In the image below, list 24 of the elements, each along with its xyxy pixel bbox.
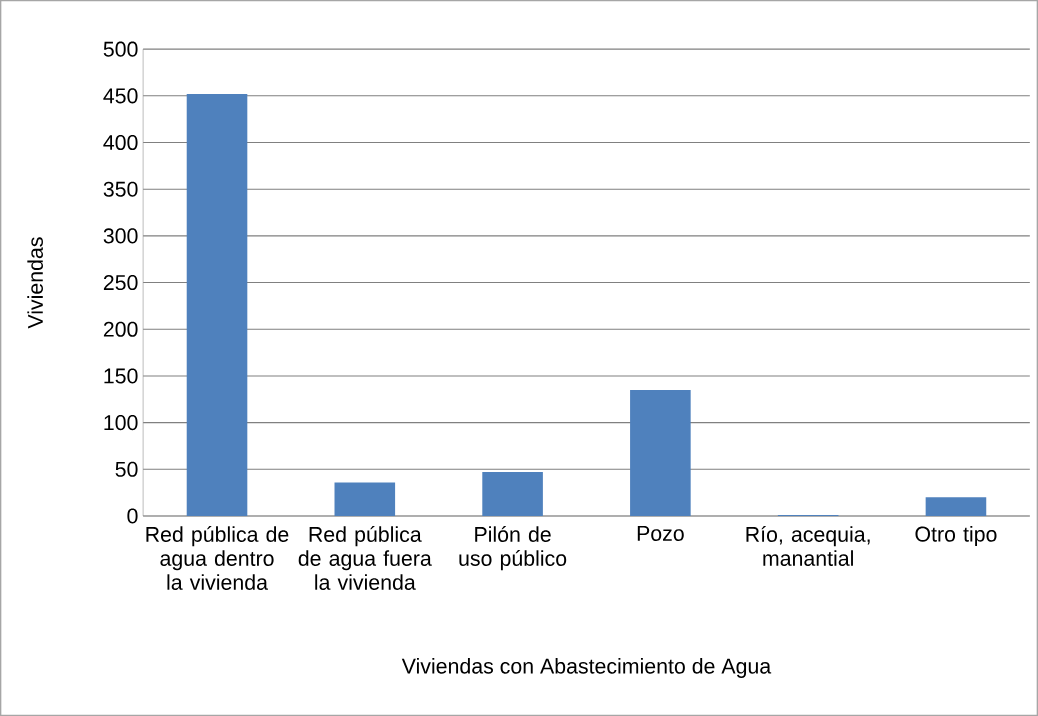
x-tick-label: Otro tipo xyxy=(915,525,997,546)
bar xyxy=(630,389,691,516)
y-tick-label: 250 xyxy=(103,274,138,291)
x-tick-label: Río, acequia, manantial xyxy=(746,525,870,566)
y-tick-label: 200 xyxy=(103,321,138,337)
y-tick-label: 150 xyxy=(104,368,138,384)
y-tick-label: 450 xyxy=(103,88,138,104)
bar xyxy=(186,93,248,516)
x-tick-label: Pilón de uso público xyxy=(459,525,567,571)
y-tick-label: 500 xyxy=(103,41,138,57)
x-tick-label: Red pública de agua fuera la vivienda xyxy=(298,525,432,590)
y-tick-label: 350 xyxy=(103,181,138,197)
x-axis-title: Viviendas con Abastecimiento de Agua xyxy=(401,657,772,678)
bar xyxy=(925,497,987,516)
bar xyxy=(334,482,396,516)
bar xyxy=(482,472,543,516)
y-axis-title: Viviendas xyxy=(27,237,43,329)
y-tick-label: 50 xyxy=(115,461,138,477)
y-tick-label: 300 xyxy=(103,228,138,244)
y-tick-label: 100 xyxy=(104,415,138,431)
x-tick-label: Red pública de agua dentro la vivienda xyxy=(146,525,289,590)
y-tick-label: 0 xyxy=(127,508,138,524)
x-tick-label: Pozo xyxy=(637,525,684,541)
y-tick-label: 400 xyxy=(103,134,138,151)
